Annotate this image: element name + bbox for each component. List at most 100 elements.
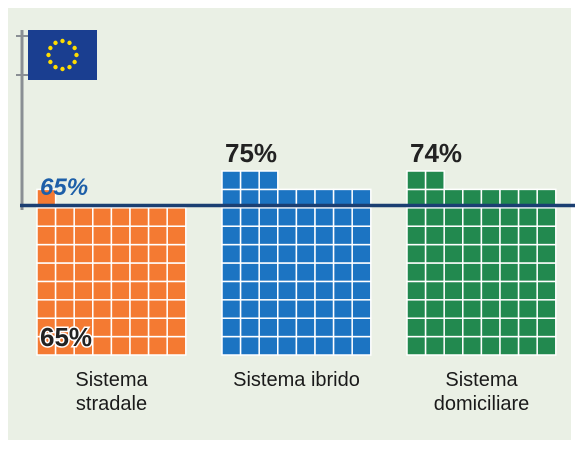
waffle-cell: [277, 317, 298, 338]
waffle-cell: [295, 207, 316, 227]
waffle-cell: [406, 225, 427, 246]
waffle-cell: [73, 225, 94, 246]
waffle-cell: [239, 317, 260, 338]
waffle-cell: [332, 299, 353, 319]
waffle-cell: [221, 243, 242, 264]
waffle-cell: [277, 225, 298, 246]
waffle-cell: [54, 243, 75, 264]
waffle-bar: [36, 188, 187, 356]
star: [72, 59, 77, 65]
waffle-cell: [147, 299, 168, 319]
waffle-cell: [129, 207, 150, 227]
waffle-cell: [258, 170, 279, 191]
waffle-cell: [314, 317, 335, 338]
waffle-cell: [424, 170, 445, 191]
waffle-cell: [166, 207, 187, 227]
waffle-cell: [462, 335, 483, 356]
waffle-cell: [351, 243, 372, 264]
waffle-cell: [406, 317, 427, 338]
waffle-cell: [351, 207, 372, 227]
waffle-cell: [36, 243, 57, 264]
waffle-cell: [239, 170, 260, 191]
waffle-cell: [351, 335, 372, 356]
waffle-cell: [332, 280, 353, 301]
waffle-cell: [499, 243, 520, 264]
waffle-cell: [462, 280, 483, 301]
waffle-cell: [332, 317, 353, 338]
waffle-cell: [462, 207, 483, 227]
waffle-cell: [480, 335, 501, 356]
waffle-cell: [332, 335, 353, 356]
waffle-cell: [92, 262, 113, 283]
waffle-cell: [92, 335, 113, 356]
waffle-cell: [536, 207, 557, 227]
waffle-cell: [351, 262, 372, 283]
waffle-cell: [221, 280, 242, 301]
waffle-cell: [110, 262, 131, 283]
waffle-cell: [73, 280, 94, 301]
waffle-cell: [424, 335, 445, 356]
waffle-cell: [166, 225, 187, 246]
waffle-cell: [351, 299, 372, 319]
waffle-cell: [73, 262, 94, 283]
waffle-cell: [536, 299, 557, 319]
waffle-cell: [462, 262, 483, 283]
waffle-cell: [36, 188, 57, 209]
waffle-cell: [277, 299, 298, 319]
waffle-cell: [406, 262, 427, 283]
waffle-cell: [92, 225, 113, 246]
waffle-cell: [517, 335, 538, 356]
waffle-cell: [277, 207, 298, 227]
waffle-cell: [424, 207, 445, 227]
waffle-cell: [351, 188, 372, 209]
waffle-cell: [499, 280, 520, 301]
waffle-cell: [110, 317, 131, 338]
waffle-cell: [147, 317, 168, 338]
waffle-cell: [443, 243, 464, 264]
waffle-cell: [221, 262, 242, 283]
star: [60, 38, 65, 44]
star: [72, 45, 77, 51]
waffle-cell: [239, 225, 260, 246]
star: [60, 66, 65, 72]
waffle-cell: [517, 243, 538, 264]
waffle-cell: [239, 243, 260, 264]
waffle-cell: [424, 243, 445, 264]
waffle-cell: [517, 280, 538, 301]
waffle-cell: [147, 262, 168, 283]
waffle-cell: [54, 262, 75, 283]
waffle-cell: [536, 188, 557, 209]
waffle-cell: [480, 262, 501, 283]
waffle-cell: [314, 243, 335, 264]
star: [46, 52, 51, 58]
waffle-cell: [129, 280, 150, 301]
waffle-cell: [258, 243, 279, 264]
star: [53, 64, 58, 70]
waffle-cell: [110, 280, 131, 301]
waffle-cell: [314, 299, 335, 319]
waffle-cell: [406, 299, 427, 319]
waffle-cell: [480, 317, 501, 338]
waffle-cell: [239, 299, 260, 319]
waffle-cell: [424, 225, 445, 246]
waffle-cell: [277, 243, 298, 264]
waffle-cell: [536, 317, 557, 338]
waffle-cell: [443, 207, 464, 227]
waffle-cell: [462, 225, 483, 246]
waffle-cell: [147, 243, 168, 264]
waffle-cell: [443, 225, 464, 246]
waffle-cell: [314, 280, 335, 301]
waffle-cell: [536, 280, 557, 301]
waffle-cell: [517, 207, 538, 227]
target-label: 65%: [40, 174, 88, 201]
waffle-cell: [499, 299, 520, 319]
waffle-cell: [147, 225, 168, 246]
waffle-cell: [110, 243, 131, 264]
waffle-cell: [258, 280, 279, 301]
waffle-cell: [239, 207, 260, 227]
waffle-cell: [499, 225, 520, 246]
waffle-cell: [536, 335, 557, 356]
waffle-cell: [239, 280, 260, 301]
